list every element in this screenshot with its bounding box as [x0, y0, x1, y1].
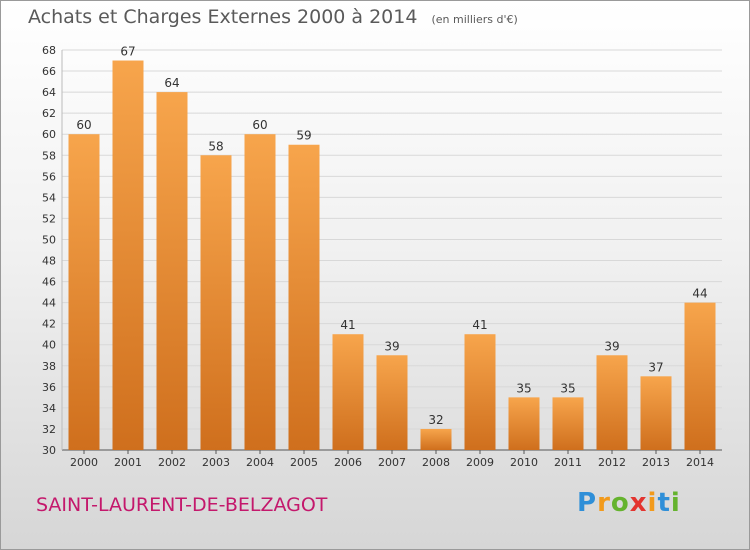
y-tick-label: 50	[42, 233, 56, 246]
chart-title: Achats et Charges Externes 2000 à 2014 (…	[28, 6, 518, 28]
x-tick-label: 2010	[510, 456, 538, 469]
x-tick-label: 2013	[642, 456, 670, 469]
chart-unit: (en milliers d'€)	[431, 13, 518, 26]
y-tick-label: 32	[42, 423, 56, 436]
y-tick-label: 58	[42, 149, 56, 162]
y-tick-label: 60	[42, 128, 56, 141]
logo-letter: r	[597, 488, 611, 518]
y-tick-label: 44	[42, 297, 56, 310]
x-tick-label: 2003	[202, 456, 230, 469]
x-tick-label: 2002	[158, 456, 186, 469]
y-tick-label: 34	[42, 402, 56, 415]
bar-2007	[376, 355, 408, 450]
data-labels: 60 67 64 58 60 59 41 39 32 41 35 35 39 37 44	[76, 45, 707, 427]
data-label: 39	[384, 339, 399, 353]
bar-2000	[68, 134, 100, 451]
bar-2011	[552, 397, 584, 450]
x-tick-label: 2012	[598, 456, 626, 469]
bar-2001	[112, 60, 144, 451]
bar-2002	[156, 92, 188, 451]
bar-2004	[244, 134, 276, 451]
bar-2006	[332, 334, 364, 450]
data-label: 35	[516, 381, 531, 395]
data-label: 44	[692, 287, 707, 301]
x-tick-label: 2008	[422, 456, 450, 469]
y-tick-label: 30	[42, 444, 56, 457]
data-label: 39	[604, 339, 619, 353]
x-tick-label: 2014	[686, 456, 714, 469]
data-label: 64	[164, 76, 179, 90]
x-tick-label: 2009	[466, 456, 494, 469]
logo-letter: i	[670, 488, 681, 518]
logo-letter: o	[610, 488, 630, 518]
data-label: 35	[560, 381, 575, 395]
x-tick-label: 2005	[290, 456, 318, 469]
x-tick-label: 2007	[378, 456, 406, 469]
y-tick-label: 40	[42, 339, 56, 352]
y-axis: 30 32 34 36 38 40 42 44 46 48 50 52 54 56 58 60 62 64 66 68	[42, 44, 56, 457]
y-tick-label: 48	[42, 255, 56, 268]
bar-2014	[684, 302, 716, 450]
data-label: 60	[76, 118, 91, 132]
y-tick-label: 38	[42, 360, 56, 373]
bar-layer	[68, 60, 716, 451]
bar-2005	[288, 144, 320, 450]
bar-2013	[640, 376, 672, 450]
data-label: 60	[252, 118, 267, 132]
data-label: 59	[296, 129, 311, 143]
bar-2012	[596, 355, 628, 450]
bar-2008	[420, 428, 452, 450]
y-tick-label: 64	[42, 86, 56, 99]
logo-letter: i	[647, 488, 658, 518]
data-label: 58	[208, 139, 223, 153]
x-tick-label: 2006	[334, 456, 362, 469]
data-label: 37	[648, 360, 663, 374]
proxiti-logo: Proxiti	[577, 488, 681, 518]
x-tick-label: 2001	[114, 456, 142, 469]
y-tick-label: 68	[42, 44, 56, 57]
logo-letter: P	[577, 488, 598, 518]
y-tick-label: 62	[42, 107, 56, 120]
bar-2010	[508, 397, 540, 450]
y-tick-label: 36	[42, 381, 56, 394]
x-tick-label: 2011	[554, 456, 582, 469]
logo-letter: t	[657, 488, 671, 518]
data-label: 32	[428, 413, 443, 427]
x-tick-label: 2000	[70, 456, 98, 469]
y-tick-label: 52	[42, 212, 56, 225]
data-label: 41	[472, 318, 487, 332]
bar-2009	[464, 334, 496, 450]
chart-title-text: Achats et Charges Externes 2000 à 2014	[28, 6, 418, 28]
data-label: 67	[120, 45, 135, 59]
y-tick-label: 56	[42, 170, 56, 183]
x-tick-label: 2004	[246, 456, 274, 469]
bar-2003	[200, 155, 232, 450]
y-tick-label: 66	[42, 65, 56, 78]
y-tick-label: 46	[42, 276, 56, 289]
commune-name: SAINT-LAURENT-DE-BELZAGOT	[36, 494, 328, 516]
data-label: 41	[340, 318, 355, 332]
y-tick-label: 42	[42, 318, 56, 331]
logo-letter: x	[629, 488, 648, 518]
x-axis: 2000 2001 2002 2003 2004 2005 2006 2007 2008 2009…	[70, 450, 714, 469]
y-tick-label: 54	[42, 191, 56, 204]
